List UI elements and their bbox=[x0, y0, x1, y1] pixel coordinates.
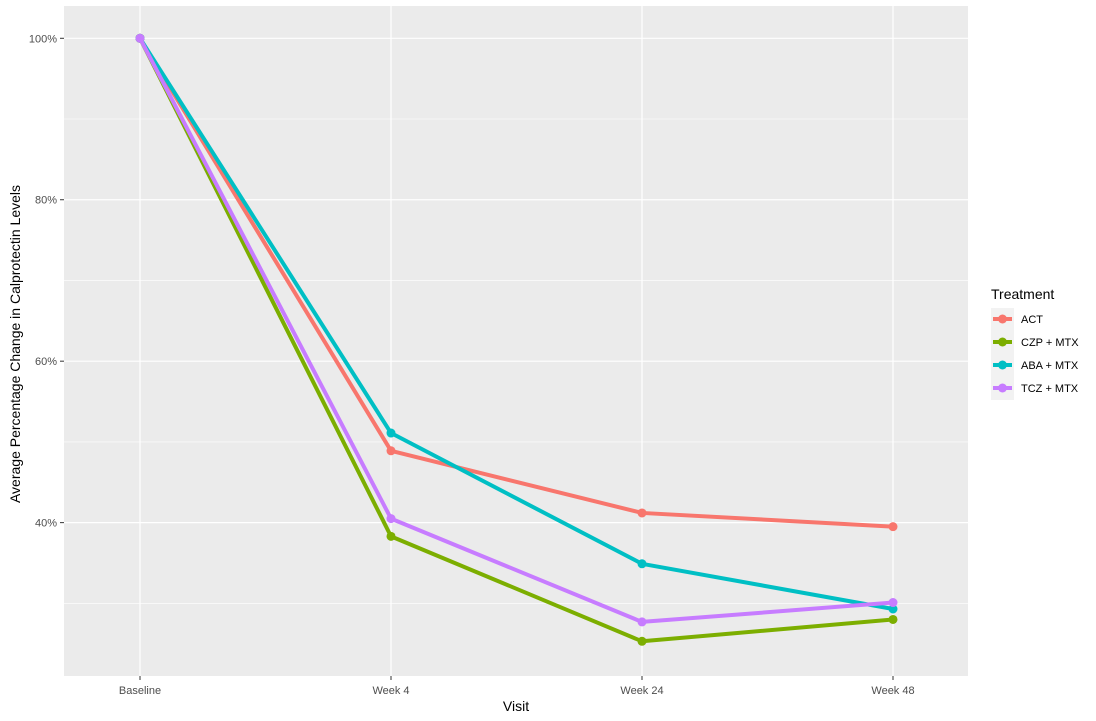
legend-label: ABA + MTX bbox=[1021, 360, 1079, 372]
data-point bbox=[637, 636, 647, 646]
data-point bbox=[135, 33, 145, 43]
y-tick-label: 40% bbox=[35, 518, 57, 530]
data-point bbox=[888, 614, 898, 624]
legend-item: ABA + MTX bbox=[991, 354, 1079, 377]
data-point bbox=[386, 428, 396, 438]
series-line bbox=[138, 36, 895, 644]
y-tick-label: 100% bbox=[29, 33, 57, 45]
series-layer bbox=[135, 33, 898, 646]
legend-label: ACT bbox=[1021, 314, 1043, 326]
legend-title: Treatment bbox=[991, 286, 1054, 302]
series-line bbox=[138, 36, 895, 529]
legend-label: CZP + MTX bbox=[1021, 337, 1079, 349]
x-tick-label: Week 4 bbox=[372, 685, 409, 697]
data-point bbox=[888, 598, 898, 608]
legend: Treatment ACT CZP + MTX ABA + MTX TCZ + MTX bbox=[991, 286, 1079, 400]
legend-key-point bbox=[998, 314, 1007, 324]
data-point bbox=[888, 522, 898, 532]
legend-key-point bbox=[998, 360, 1007, 370]
data-point bbox=[386, 531, 396, 541]
series-group bbox=[135, 33, 898, 627]
data-point bbox=[637, 508, 647, 518]
legend-label: TCZ + MTX bbox=[1021, 383, 1079, 395]
legend-item: CZP + MTX bbox=[991, 331, 1079, 354]
plot-panel bbox=[64, 6, 968, 676]
legend-item: TCZ + MTX bbox=[991, 377, 1079, 400]
x-tick-label: Week 24 bbox=[620, 685, 663, 697]
y-tick-label: 60% bbox=[35, 356, 57, 368]
major-gridlines bbox=[64, 6, 968, 676]
data-point bbox=[637, 559, 647, 569]
x-axis-title: Visit bbox=[503, 698, 529, 714]
series-line bbox=[138, 36, 895, 611]
legend-key-point bbox=[998, 337, 1007, 347]
axis-ticks: 40% 60% 80% 100% Baseline Week 4 Week 24 Week 4… bbox=[29, 33, 915, 697]
y-tick-label: 80% bbox=[35, 195, 57, 207]
y-axis-title: Average Percentage Change in Calprotecti… bbox=[7, 185, 23, 503]
x-tick-label: Week 48 bbox=[871, 685, 914, 697]
data-point bbox=[888, 604, 898, 614]
x-tick-label: Baseline bbox=[119, 685, 161, 697]
data-point bbox=[637, 617, 647, 627]
data-point bbox=[386, 514, 396, 524]
legend-item: ACT bbox=[991, 308, 1043, 331]
data-point bbox=[386, 446, 396, 456]
legend-items: ACT CZP + MTX ABA + MTX TCZ + MTX bbox=[991, 308, 1079, 400]
minor-gridlines bbox=[64, 118, 968, 604]
legend-key-point bbox=[998, 383, 1007, 393]
series-line bbox=[138, 36, 895, 624]
